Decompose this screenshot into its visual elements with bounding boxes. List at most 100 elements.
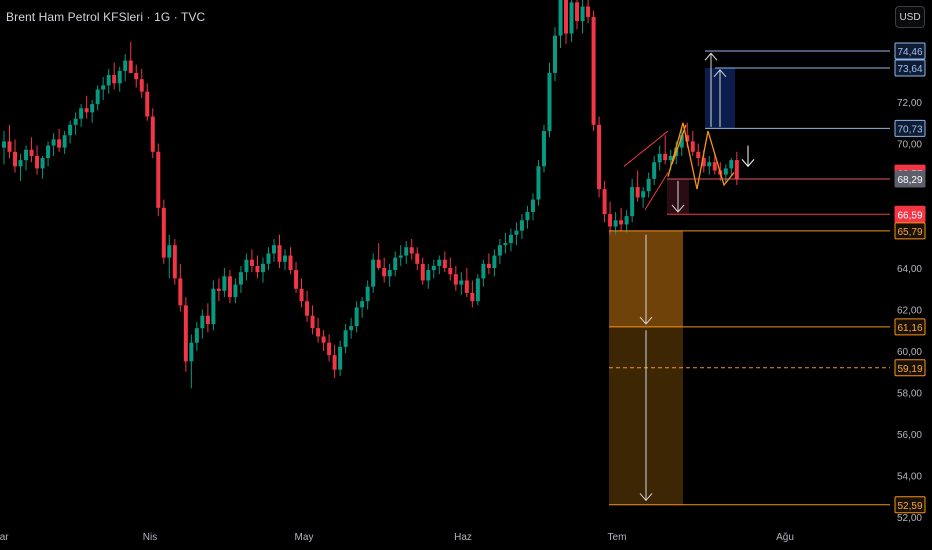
candle — [150, 108, 155, 159]
price-label-text: 59,19 — [897, 364, 922, 375]
candle-body — [729, 160, 734, 169]
candle-body — [448, 268, 453, 275]
wedge-lower-line — [644, 172, 669, 211]
candle-body — [101, 85, 106, 90]
candle-body — [558, 0, 563, 36]
candle-body — [393, 257, 398, 271]
candle-body — [310, 315, 315, 329]
candle — [497, 238, 502, 264]
candle-body — [431, 265, 436, 271]
price-label: 52,59 — [894, 496, 926, 514]
drawing-annotations — [609, 67, 735, 505]
candle-body — [183, 305, 188, 362]
price-label-text: 66,59 — [897, 210, 922, 221]
candle-body — [608, 214, 613, 227]
candle-body — [646, 178, 651, 192]
candle — [73, 112, 78, 136]
candle — [734, 151, 739, 185]
candle-body — [586, 6, 591, 17]
x-tick-label: Tem — [608, 532, 627, 543]
price-label-box — [894, 205, 926, 223]
candle — [580, 0, 585, 34]
candle-body — [371, 259, 376, 287]
candle-body — [222, 276, 227, 291]
candle-body — [112, 75, 117, 84]
candle-body — [68, 124, 73, 136]
candle — [288, 247, 293, 275]
candle — [255, 255, 260, 279]
candle-body — [541, 131, 546, 167]
candle-body — [354, 307, 359, 327]
candle-body — [426, 270, 431, 281]
candle — [707, 155, 712, 175]
candle — [608, 201, 613, 235]
candle-body — [260, 263, 265, 273]
candle-body — [35, 155, 40, 169]
candle — [349, 317, 354, 339]
candle-body — [597, 124, 602, 190]
candle — [508, 228, 513, 252]
candle-body — [13, 151, 18, 167]
candle-body — [216, 288, 221, 291]
candle-body — [299, 288, 304, 302]
drawing-overlays — [609, 50, 890, 506]
candle-body — [128, 60, 133, 73]
candle-body — [106, 75, 111, 86]
candle — [271, 238, 276, 262]
candle-body — [668, 155, 673, 161]
candle — [90, 99, 95, 123]
candle-body — [652, 162, 657, 179]
candle-body — [305, 301, 310, 316]
candle — [437, 255, 442, 275]
y-tick-label: 72,00 — [897, 98, 922, 109]
candle-body — [189, 342, 194, 362]
currency-button[interactable]: USD — [895, 6, 925, 28]
candle-body — [453, 274, 458, 285]
candle-body — [723, 168, 728, 175]
candlestick-series — [2, 0, 739, 389]
candle — [205, 303, 210, 333]
candle-body — [7, 141, 12, 152]
arrow-head — [741, 158, 755, 168]
candle-body — [79, 108, 84, 119]
candle — [431, 259, 436, 279]
candle-body — [283, 255, 288, 262]
candle — [464, 268, 469, 298]
candle-body — [343, 330, 348, 347]
candle — [338, 340, 343, 376]
candle-body — [18, 160, 23, 167]
price-label: 61,16 — [894, 318, 926, 336]
candle — [453, 265, 458, 291]
candle-body — [613, 220, 618, 227]
candle-body — [249, 259, 254, 266]
candle-body — [663, 153, 668, 161]
x-tick-label: May — [295, 532, 314, 543]
up-arrow-2 — [713, 69, 727, 127]
candle-body — [156, 151, 161, 208]
candle — [227, 270, 232, 304]
arrow-head — [639, 493, 653, 502]
candle-body — [619, 220, 624, 225]
candle-body — [84, 108, 89, 113]
candle — [393, 251, 398, 277]
candle — [84, 95, 89, 119]
price-axis: 72,00 70,00 64,00 62,00 60,00 58,00 56,00 54,00… — [897, 98, 922, 524]
candle-body — [635, 187, 640, 198]
candle — [525, 205, 530, 229]
candle — [249, 249, 254, 273]
candle — [24, 145, 29, 171]
candle — [723, 164, 728, 183]
candle — [541, 124, 546, 173]
candle-body — [205, 315, 210, 325]
candle — [376, 243, 381, 271]
candle — [602, 180, 607, 223]
candle-body — [690, 141, 695, 152]
candle — [470, 280, 475, 308]
up-arrow-1 — [704, 52, 718, 127]
candle-body — [255, 265, 260, 273]
candle — [123, 54, 128, 82]
candle — [652, 155, 657, 185]
down-arrow-1 — [639, 234, 653, 325]
candle-body — [475, 278, 480, 302]
